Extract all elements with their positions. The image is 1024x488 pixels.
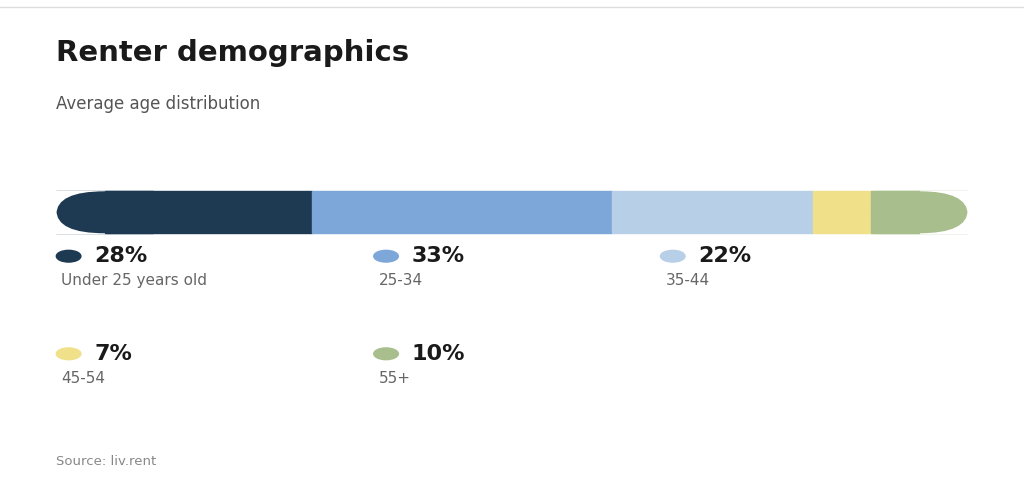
Text: 35-44: 35-44: [666, 273, 710, 288]
Bar: [311, 191, 612, 233]
FancyBboxPatch shape: [870, 191, 968, 233]
Text: 45-54: 45-54: [61, 371, 105, 386]
Bar: [870, 191, 920, 233]
Text: 55+: 55+: [379, 371, 411, 386]
Circle shape: [374, 250, 398, 262]
Bar: [56, 191, 311, 233]
Text: 28%: 28%: [94, 246, 147, 266]
Text: Under 25 years old: Under 25 years old: [61, 273, 208, 288]
Bar: [55, 210, 105, 233]
Circle shape: [374, 348, 398, 360]
Circle shape: [660, 250, 685, 262]
Text: Average age distribution: Average age distribution: [56, 95, 260, 113]
Bar: [920, 191, 970, 214]
Text: 7%: 7%: [94, 344, 132, 364]
Text: 33%: 33%: [412, 246, 465, 266]
Bar: [612, 191, 813, 233]
Bar: [104, 191, 154, 233]
FancyBboxPatch shape: [56, 191, 154, 233]
Text: 25-34: 25-34: [379, 273, 423, 288]
Bar: [55, 191, 105, 214]
Circle shape: [56, 348, 81, 360]
Bar: [877, 191, 968, 233]
Circle shape: [56, 250, 81, 262]
Bar: [813, 191, 877, 233]
Text: 10%: 10%: [412, 344, 465, 364]
Bar: [920, 210, 970, 233]
Text: 22%: 22%: [698, 246, 752, 266]
Text: Renter demographics: Renter demographics: [56, 39, 410, 67]
Text: Source: liv.rent: Source: liv.rent: [56, 455, 157, 468]
